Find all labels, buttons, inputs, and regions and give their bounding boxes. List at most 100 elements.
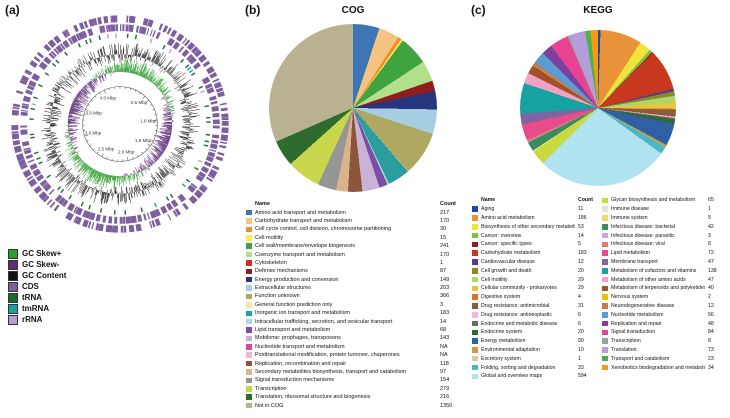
genome-data-mark (147, 167, 151, 171)
genome-data-mark (166, 98, 170, 101)
genome-data-mark (91, 187, 93, 191)
category-name: Metabolism of terpenoids and polyketides (611, 285, 705, 292)
genome-ring-segment (48, 188, 55, 195)
legend-row: Lipid metabolism 72 (602, 249, 724, 258)
genome-data-mark (89, 56, 92, 61)
genome-ring-segment (33, 185, 43, 194)
genome-ring-segment (185, 178, 191, 183)
genome-data-mark (129, 64, 132, 73)
genome-data-mark (95, 72, 98, 78)
genome-data-mark (161, 164, 170, 174)
genome-data-mark (69, 136, 74, 138)
category-name: Carbohydrate transport and metabolism (255, 217, 352, 224)
genome-data-mark (189, 112, 198, 115)
genome-data-mark (78, 181, 81, 184)
color-swatch (602, 215, 608, 221)
genome-data-mark (134, 71, 136, 75)
genome-data-mark (70, 105, 75, 108)
genome-data-mark (166, 66, 173, 73)
genome-data-mark (172, 170, 175, 173)
genome-data-mark (133, 174, 135, 179)
genome-data-mark (175, 79, 180, 83)
genome-data-mark (164, 133, 172, 136)
genome-data-mark (153, 145, 165, 153)
genome-data-mark (162, 140, 169, 144)
genome-data-mark (96, 151, 99, 154)
genome-data-mark (77, 180, 80, 183)
genome-data-mark (154, 56, 159, 64)
genome-data-mark (110, 72, 112, 77)
genome-data-mark (81, 184, 87, 194)
genome-data-mark (155, 141, 167, 148)
genome-ring-segment (23, 149, 32, 155)
genome-ring-segment (43, 56, 52, 65)
genome-data-mark (124, 59, 127, 73)
genome-data-mark (151, 144, 164, 153)
genome-data-mark (108, 68, 110, 73)
genome-ring-segment (213, 81, 222, 89)
genome-data-mark (189, 116, 196, 118)
genome-ring-segment (128, 24, 134, 32)
category-count: 48 (708, 320, 714, 327)
color-swatch (246, 226, 252, 233)
legend-row: Function unknown 366 (246, 292, 460, 300)
genome-data-mark (87, 83, 95, 92)
genome-data-mark (85, 165, 89, 171)
legend-row: Folding, sorting and degradation 33 (472, 363, 594, 372)
genome-data-mark (152, 185, 155, 189)
genome-data-mark (171, 112, 176, 114)
genome-data-mark (147, 72, 152, 80)
genome-ring-segment (82, 209, 88, 218)
genome-data-mark (106, 174, 109, 183)
genome-data-mark (160, 131, 172, 134)
genome-ring-segment (33, 56, 41, 63)
genome-data-mark (51, 89, 58, 93)
color-swatch (246, 302, 252, 308)
genome-data-mark (166, 129, 172, 132)
genome-data-mark (80, 65, 86, 74)
genome-data-mark (179, 83, 186, 88)
genome-data-mark (57, 167, 66, 175)
genome-data-mark (135, 185, 138, 192)
genome-data-mark (48, 153, 58, 159)
legend-row: Membrane transport 47 (602, 258, 724, 267)
color-swatch (472, 215, 478, 221)
genome-ring-segment (82, 30, 88, 39)
genome-data-mark (83, 164, 89, 171)
genome-data-mark (161, 147, 166, 151)
genome-data-mark (108, 193, 110, 197)
color-swatch (602, 347, 608, 353)
genome-data-mark (63, 80, 65, 82)
category-name: Intracellular trafficking, secretion, an… (255, 318, 393, 325)
genome-data-mark (68, 129, 79, 132)
genome-data-mark (74, 146, 79, 150)
genome-data-mark (76, 160, 84, 168)
genome-data-mark (53, 160, 61, 166)
genome-data-mark (105, 174, 109, 189)
genome-data-mark (60, 86, 65, 89)
genome-data-mark (83, 64, 86, 68)
genome-data-mark (68, 176, 75, 185)
category-name: Environmental adaptation (481, 346, 540, 353)
genome-data-mark (56, 87, 60, 90)
genome-data-mark (68, 118, 77, 121)
genome-data-mark (71, 104, 75, 106)
genome-data-mark (157, 155, 160, 159)
genome-data-mark (132, 174, 135, 181)
genome-data-mark (68, 175, 74, 180)
genome-legend-swatch (8, 248, 18, 259)
genome-data-mark (131, 67, 134, 74)
genome-data-mark (89, 187, 91, 189)
genome-data-mark (82, 165, 90, 175)
genome-data-mark (138, 63, 145, 76)
genome-data-mark (105, 65, 108, 74)
genome-data-mark (68, 115, 77, 118)
genome-data-mark (177, 162, 179, 164)
genome-data-mark (54, 148, 57, 150)
category-name: Metabolism of other amino acids (611, 276, 686, 283)
genome-data-mark (51, 111, 62, 114)
category-name: Drug resistance: antineoplastic (481, 311, 552, 318)
genome-data-mark (70, 137, 77, 140)
genome-data-mark (165, 135, 171, 137)
genome-data-mark (72, 102, 78, 106)
